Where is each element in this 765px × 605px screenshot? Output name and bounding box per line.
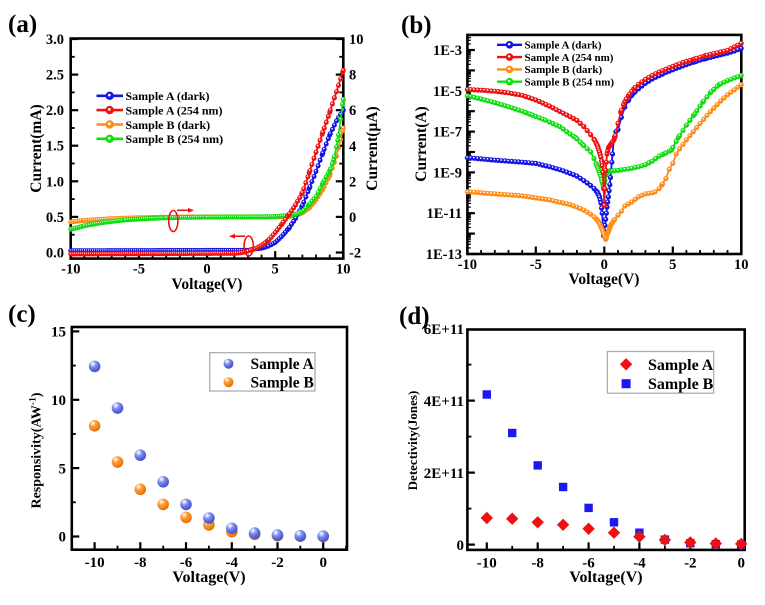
svg-text:10: 10 [734,257,749,273]
svg-text:-5: -5 [530,257,542,273]
svg-text:1E-7: 1E-7 [433,125,462,141]
svg-text:-10: -10 [61,262,80,278]
svg-text:Sample A (254 nm): Sample A (254 nm) [525,52,614,64]
svg-text:0: 0 [203,262,210,278]
svg-text:0: 0 [457,538,465,554]
svg-text:5: 5 [59,461,67,477]
svg-text:Voltage(V): Voltage(V) [569,271,640,288]
svg-text:0: 0 [737,556,745,572]
svg-text:2: 2 [349,174,356,190]
svg-text:1E-13: 1E-13 [426,247,462,263]
svg-text:Current(mA): Current(mA) [28,104,45,192]
svg-text:-6: -6 [582,556,595,572]
svg-text:10: 10 [336,262,351,278]
svg-text:-2: -2 [684,556,697,572]
svg-text:-2: -2 [271,555,284,571]
svg-text:-8: -8 [531,556,544,572]
svg-text:0.5: 0.5 [46,210,64,226]
svg-text:10: 10 [51,393,66,409]
svg-text:-2: -2 [349,246,361,262]
svg-text:1.5: 1.5 [46,139,64,155]
svg-text:1E-3: 1E-3 [433,43,462,59]
svg-text:-8: -8 [134,555,147,571]
svg-text:1E-5: 1E-5 [433,84,462,100]
svg-text:Sample B (254 nm): Sample B (254 nm) [525,77,615,89]
svg-text:(b): (b) [401,12,432,39]
svg-text:Sample B (254 nm): Sample B (254 nm) [126,132,224,146]
svg-text:6E+11: 6E+11 [424,322,464,338]
svg-text:Sample B (dark): Sample B (dark) [126,118,211,132]
svg-text:Voltage(V): Voltage(V) [172,276,243,293]
svg-text:Sample A (dark): Sample A (dark) [525,40,602,52]
svg-text:2E+11: 2E+11 [424,466,464,482]
svg-text:4: 4 [349,139,356,155]
svg-text:6: 6 [349,103,356,119]
svg-text:2.5: 2.5 [46,68,64,84]
svg-text:8: 8 [349,68,356,84]
svg-text:-10: -10 [458,257,477,273]
svg-text:5: 5 [669,257,676,273]
svg-text:-10: -10 [477,556,497,572]
svg-text:Sample B: Sample B [251,375,314,392]
svg-text:10: 10 [349,32,364,48]
svg-text:-10: -10 [85,555,105,571]
svg-text:3.0: 3.0 [46,32,64,48]
svg-text:1E-9: 1E-9 [433,165,462,181]
svg-text:0: 0 [601,257,608,273]
svg-text:Sample A (254 nm): Sample A (254 nm) [126,103,223,117]
svg-text:Sample B: Sample B [648,376,714,393]
svg-text:(d): (d) [399,303,430,330]
svg-text:-5: -5 [133,262,145,278]
svg-text:-4: -4 [226,555,239,571]
svg-text:1.0: 1.0 [46,174,64,190]
svg-text:0: 0 [319,555,327,571]
svg-text:-6: -6 [180,555,193,571]
svg-text:2.0: 2.0 [46,103,64,119]
svg-text:0: 0 [59,530,67,546]
svg-text:4E+11: 4E+11 [424,394,464,410]
svg-text:Sample A: Sample A [251,356,315,373]
svg-text:0: 0 [349,210,356,226]
svg-text:(c): (c) [8,301,36,328]
svg-text:Sample A: Sample A [648,357,714,374]
svg-text:Sample A (dark): Sample A (dark) [126,89,210,103]
svg-text:Voltage(V): Voltage(V) [172,569,245,586]
svg-text:1E-11: 1E-11 [427,206,462,222]
svg-text:-4: -4 [633,556,646,572]
svg-text:Voltage(V): Voltage(V) [569,569,642,586]
svg-text:Responsivity(AW-1): Responsivity(AW-1) [29,392,45,508]
svg-text:Current(A): Current(A) [413,106,430,181]
svg-text:(a): (a) [8,11,37,38]
svg-text:Sample B (dark): Sample B (dark) [525,64,603,76]
svg-text:Detectivity(Jones): Detectivity(Jones) [405,391,420,491]
svg-text:0.0: 0.0 [46,246,64,262]
svg-text:5: 5 [272,262,279,278]
svg-text:15: 15 [51,325,66,341]
svg-text:Current(µA): Current(µA) [364,106,381,190]
